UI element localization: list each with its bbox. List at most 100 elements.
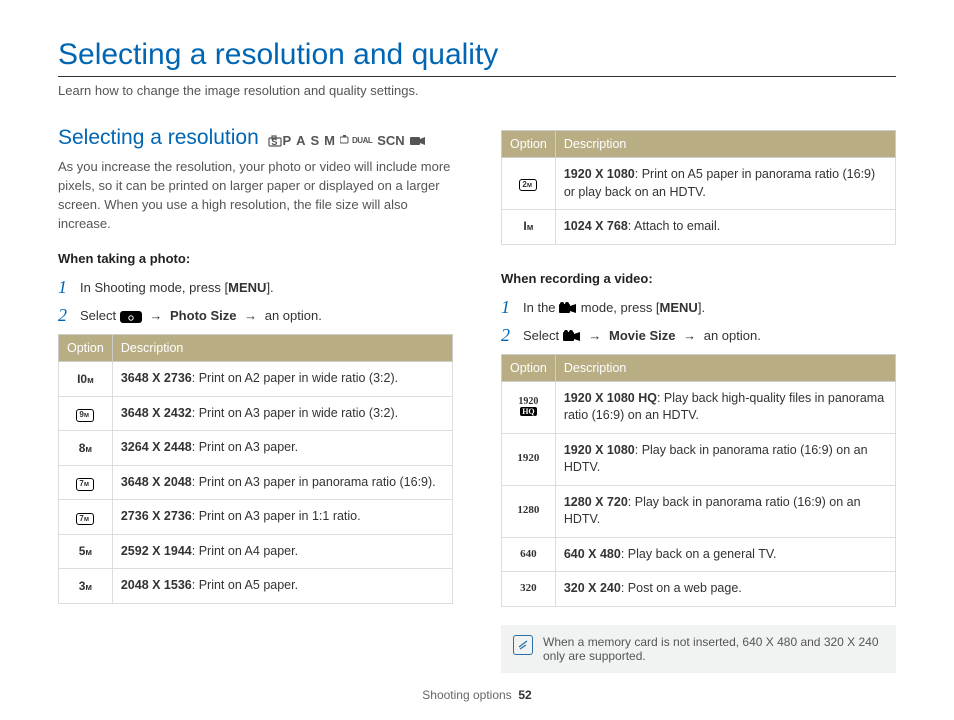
mode-s: S (311, 133, 320, 148)
opt-desc: 1280 X 720: Play back in panorama ratio … (555, 485, 895, 537)
arrow-1: → (149, 308, 162, 323)
table-row: 5ᴍ2592 X 1944: Print on A4 paper. (59, 534, 453, 569)
page-title: Selecting a resolution and quality (58, 38, 896, 77)
photo-options-table: Option Description I0ᴍ3648 X 2736: Print… (58, 334, 453, 604)
right-column: Option Description 2ᴍ1920 X 1080: Print … (501, 126, 896, 673)
table-row: 9ᴍ3648 X 2432: Print on A3 paper in wide… (59, 396, 453, 431)
mode-m: M (324, 133, 335, 148)
photo-size-label: Photo Size (170, 308, 236, 323)
opt-icon: I0ᴍ (59, 362, 113, 397)
table-row: 7ᴍ2736 X 2736: Print on A3 paper in 1:1 … (59, 500, 453, 535)
vstep-2-text: Select → Movie Size → an option. (523, 326, 761, 343)
section-body: As you increase the resolution, your pho… (58, 158, 453, 233)
photo-step-1: 1 In Shooting mode, press [MENU]. (58, 278, 453, 296)
page-number: 52 (518, 688, 531, 702)
opt-desc: 3648 X 2432: Print on A3 paper in wide r… (112, 396, 452, 431)
vstep1-mid: mode, press [ (581, 300, 660, 315)
opt-desc: 3648 X 2048: Print on A3 paper in panora… (112, 465, 452, 500)
step-number-2: 2 (58, 306, 70, 324)
content-columns: Selecting a resolution S P A S M DUAL SC… (58, 126, 896, 673)
opt-icon: 1280 (502, 485, 556, 537)
table-row: I0ᴍ3648 X 2736: Print on A2 paper in wid… (59, 362, 453, 397)
step-number-2: 2 (501, 326, 513, 344)
note-box: When a memory card is not inserted, 640 … (501, 625, 896, 673)
step-number-1: 1 (58, 278, 70, 296)
opt-desc: 1920 X 1080: Print on A5 paper in panora… (555, 158, 895, 210)
section-heading: Selecting a resolution (58, 126, 259, 149)
video-subhead: When recording a video: (501, 271, 896, 286)
table-row: 320320 X 240: Post on a web page. (502, 572, 896, 607)
photo-step-2: 2 Select → Photo Size → an option. (58, 306, 453, 324)
col-option: Option (502, 131, 556, 158)
page-footer: Shooting options 52 (0, 688, 954, 702)
opt-icon: 7ᴍ (59, 500, 113, 535)
opt-desc: 2048 X 1536: Print on A5 paper. (112, 569, 452, 604)
table-row: 1920HQ1920 X 1080 HQ: Play back high-qua… (502, 381, 896, 433)
col-option: Option (502, 354, 556, 381)
mode-icons: S P A S M DUAL SCN (268, 133, 425, 148)
photo-subhead: When taking a photo: (58, 251, 453, 266)
opt-icon: 3ᴍ (59, 569, 113, 604)
note-text: When a memory card is not inserted, 640 … (543, 635, 884, 663)
an-option: an option. (265, 308, 322, 323)
opt-desc: 320 X 240: Post on a web page. (555, 572, 895, 607)
opt-desc: 2592 X 1944: Print on A4 paper. (112, 534, 452, 569)
opt-icon: 1920 (502, 433, 556, 485)
col-description: Description (112, 335, 452, 362)
vstep-1-text: In the mode, press [MENU]. (523, 298, 705, 315)
photo-options-table-cont: Option Description 2ᴍ1920 X 1080: Print … (501, 130, 896, 245)
arrow-2: → (244, 308, 257, 323)
col-option: Option (59, 335, 113, 362)
movie-size-label: Movie Size (609, 328, 675, 343)
menu-label: MENU (228, 280, 266, 295)
left-column: Selecting a resolution S P A S M DUAL SC… (58, 126, 453, 673)
video-step-2: 2 Select → Movie Size → an option. (501, 326, 896, 344)
table-row: 19201920 X 1080: Play back in panorama r… (502, 433, 896, 485)
vstep1-suffix: ]. (698, 300, 705, 315)
mode-scn: SCN (377, 133, 404, 148)
table-row: 640640 X 480: Play back on a general TV. (502, 537, 896, 572)
video-icon (563, 330, 581, 342)
video-step-1: 1 In the mode, press [MENU]. (501, 298, 896, 316)
mode-p: P (282, 133, 291, 148)
opt-icon: 5ᴍ (59, 534, 113, 569)
menu-label: MENU (660, 300, 698, 315)
opt-desc: 2736 X 2736: Print on A3 paper in 1:1 ra… (112, 500, 452, 535)
arrow-1: → (588, 328, 601, 343)
step1-prefix: In Shooting mode, press [ (80, 280, 228, 295)
table-row: 7ᴍ3648 X 2048: Print on A3 paper in pano… (59, 465, 453, 500)
video-icon (559, 302, 577, 314)
opt-desc: 1024 X 768: Attach to email. (555, 210, 895, 245)
opt-desc: 3648 X 2736: Print on A2 paper in wide r… (112, 362, 452, 397)
table-row: 2ᴍ1920 X 1080: Print on A5 paper in pano… (502, 158, 896, 210)
col-description: Description (555, 131, 895, 158)
table-row: Iᴍ1024 X 768: Attach to email. (502, 210, 896, 245)
mode-dual: DUAL (340, 135, 372, 146)
opt-icon: 2ᴍ (502, 158, 556, 210)
step1-suffix: ]. (266, 280, 273, 295)
vstep1-prefix: In the (523, 300, 556, 315)
step-number-1: 1 (501, 298, 513, 316)
opt-desc: 1920 X 1080 HQ: Play back high-quality f… (555, 381, 895, 433)
arrow-2: → (683, 328, 696, 343)
opt-desc: 640 X 480: Play back on a general TV. (555, 537, 895, 572)
opt-icon: Iᴍ (502, 210, 556, 245)
footer-section: Shooting options (422, 688, 511, 702)
table-row: 8ᴍ3264 X 2448: Print on A3 paper. (59, 431, 453, 466)
opt-desc: 1920 X 1080: Play back in panorama ratio… (555, 433, 895, 485)
mode-a: A (296, 133, 305, 148)
note-icon (513, 635, 533, 655)
subtitle: Learn how to change the image resolution… (58, 83, 896, 98)
table-row: 3ᴍ2048 X 1536: Print on A5 paper. (59, 569, 453, 604)
section-heading-row: Selecting a resolution S P A S M DUAL SC… (58, 126, 453, 150)
opt-icon: 640 (502, 537, 556, 572)
video-options-table: Option Description 1920HQ1920 X 1080 HQ:… (501, 354, 896, 607)
video-mode-icon (410, 136, 426, 146)
opt-icon: 1920HQ (502, 381, 556, 433)
col-description: Description (555, 354, 895, 381)
step-2-text: Select → Photo Size → an option. (80, 306, 322, 323)
opt-icon: 320 (502, 572, 556, 607)
step-1-text: In Shooting mode, press [MENU]. (80, 278, 274, 295)
vstep2-select: Select (523, 328, 559, 343)
an-option: an option. (704, 328, 761, 343)
